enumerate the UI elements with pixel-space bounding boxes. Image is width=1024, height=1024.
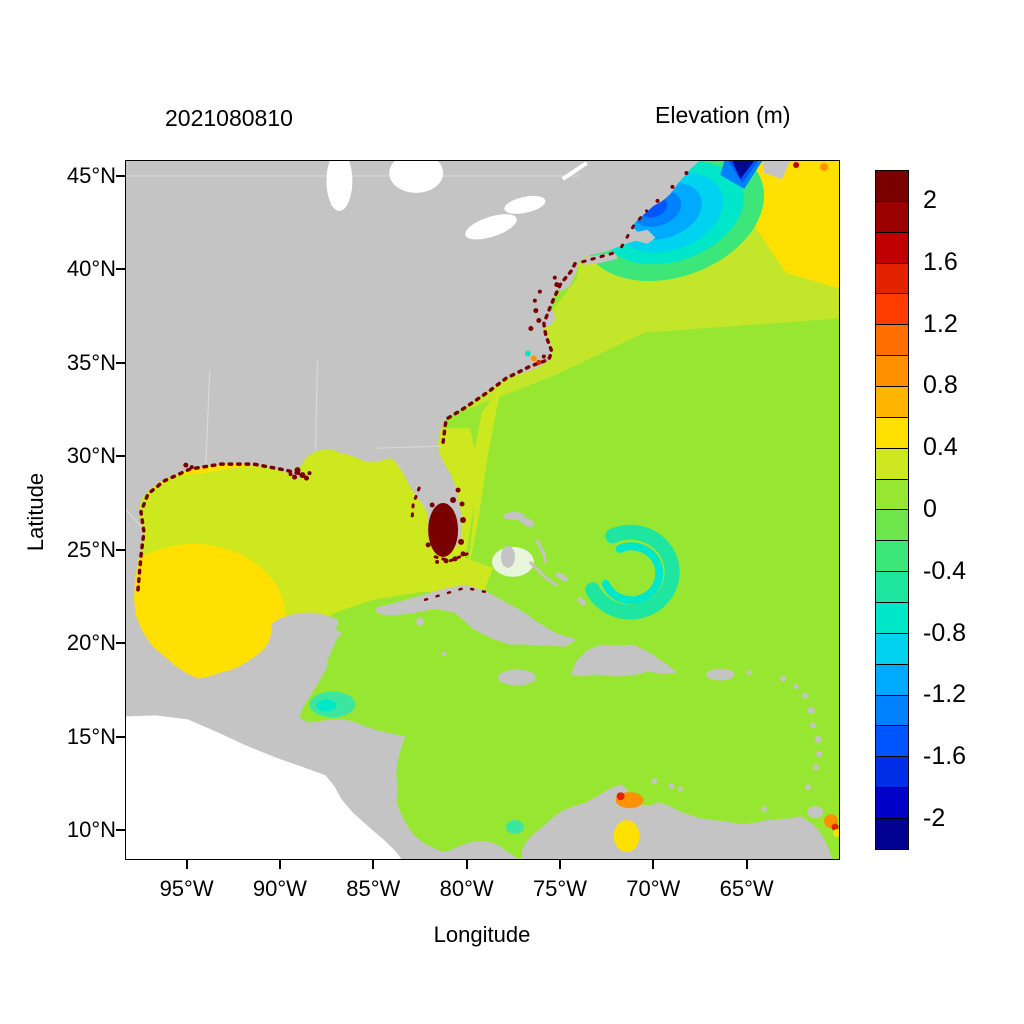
y-tick bbox=[116, 829, 125, 832]
y-tick bbox=[116, 548, 125, 551]
plot-date-title: 2021080810 bbox=[165, 105, 293, 131]
colorbar-tick-label: 1.2 bbox=[923, 309, 958, 338]
campeche-yellow bbox=[126, 543, 286, 692]
x-tick bbox=[745, 860, 748, 869]
y-tick bbox=[116, 361, 125, 364]
colorbar bbox=[875, 170, 909, 850]
colorbar-tick-label: -1.6 bbox=[923, 742, 967, 771]
nova-scotia-red-speck bbox=[793, 161, 800, 168]
x-tick-label: 75°W bbox=[532, 876, 587, 901]
bay-of-fundy-wedge bbox=[720, 161, 763, 189]
colorbar-tick-label: 0.8 bbox=[923, 371, 958, 400]
colorbar-segment bbox=[876, 632, 908, 664]
y-tick bbox=[116, 455, 125, 458]
colorbar-tick-label: -2 bbox=[923, 804, 946, 833]
honduras-teal bbox=[309, 691, 356, 718]
x-tick-label: 70°W bbox=[626, 876, 681, 901]
colorbar-segment bbox=[876, 262, 908, 294]
colorbar-segment bbox=[876, 324, 908, 356]
bahamas-eddy bbox=[585, 524, 680, 620]
delta-speckles bbox=[183, 170, 689, 481]
map-plot-area bbox=[125, 160, 840, 860]
y-tick-label: 20°N bbox=[66, 630, 116, 656]
colorbar-tick-label: -0.4 bbox=[923, 556, 967, 585]
y-tick bbox=[116, 642, 125, 645]
colorbar-segment bbox=[876, 787, 908, 819]
y-tick bbox=[116, 174, 125, 177]
colorbar-segment bbox=[876, 200, 908, 232]
colorbar-segment bbox=[876, 571, 908, 603]
great-lakes bbox=[326, 161, 588, 240]
colorbar-title: Elevation (m) bbox=[655, 102, 791, 128]
x-tick bbox=[185, 860, 188, 869]
uraba-teal bbox=[505, 820, 524, 835]
colorbar-segment bbox=[876, 355, 908, 387]
y-tick bbox=[116, 735, 125, 738]
colorbar-segment bbox=[876, 663, 908, 695]
colorbar-segment bbox=[876, 602, 908, 633]
nova-scotia bbox=[762, 161, 791, 179]
colorbar-segment bbox=[876, 231, 908, 263]
x-tick bbox=[372, 860, 375, 869]
colorbar-segment bbox=[876, 416, 908, 448]
x-tick bbox=[558, 860, 561, 869]
y-tick-label: 35°N bbox=[66, 349, 116, 375]
colorbar-tick-label: 0 bbox=[923, 495, 937, 523]
state-borders bbox=[126, 175, 580, 532]
x-tick-label: 90°W bbox=[252, 876, 307, 901]
northeast-yellow-patch bbox=[752, 161, 839, 289]
x-tick-label: 80°W bbox=[439, 876, 494, 901]
pacific-no-data bbox=[126, 715, 402, 859]
y-tick-label: 15°N bbox=[66, 723, 116, 749]
colorbar-tick-label: -0.8 bbox=[923, 618, 967, 647]
colorbar-segment bbox=[876, 171, 908, 201]
land-south-america bbox=[520, 784, 833, 859]
pamlico-speckles bbox=[524, 350, 546, 365]
x-axis-title: Longitude bbox=[433, 922, 531, 947]
south-florida-hotspot bbox=[425, 487, 467, 564]
y-tick-label: 10°N bbox=[66, 817, 116, 843]
colorbar-segment bbox=[876, 725, 908, 757]
x-tick bbox=[465, 860, 468, 869]
gulf-stream-band bbox=[455, 386, 501, 570]
colorbar-tick-label: 1.6 bbox=[923, 247, 958, 276]
colorbar-segment bbox=[876, 540, 908, 572]
corner-orange-spot bbox=[820, 162, 829, 171]
x-tick-label: 85°W bbox=[346, 876, 401, 901]
colorbar-segment bbox=[876, 694, 908, 726]
colorbar-segment bbox=[876, 509, 908, 541]
colorbar-segment bbox=[876, 756, 908, 788]
land-north-america bbox=[126, 161, 700, 859]
colorbar-segment bbox=[876, 818, 908, 849]
x-tick-label: 95°W bbox=[159, 876, 214, 901]
y-tick-label: 40°N bbox=[66, 256, 116, 282]
y-tick-label: 25°N bbox=[66, 536, 116, 562]
colorbar-segment bbox=[876, 386, 908, 417]
map-canvas bbox=[126, 161, 839, 859]
colorbar-segment bbox=[876, 447, 908, 479]
y-tick-label: 45°N bbox=[66, 162, 116, 188]
y-tick-label: 30°N bbox=[66, 443, 116, 469]
venezuela-hotspots bbox=[613, 792, 839, 853]
colorbar-segment bbox=[876, 478, 908, 510]
colorbar-segment bbox=[876, 293, 908, 325]
x-tick bbox=[652, 860, 655, 869]
colorbar-tick-label: 2 bbox=[923, 185, 937, 214]
x-tick-label: 65°W bbox=[719, 876, 774, 901]
x-tick bbox=[278, 860, 281, 869]
coastal-speckles bbox=[136, 209, 649, 601]
y-tick bbox=[116, 268, 125, 271]
colorbar-tick-label: 0.4 bbox=[923, 433, 958, 462]
colorbar-tick-label: -1.2 bbox=[923, 680, 967, 709]
